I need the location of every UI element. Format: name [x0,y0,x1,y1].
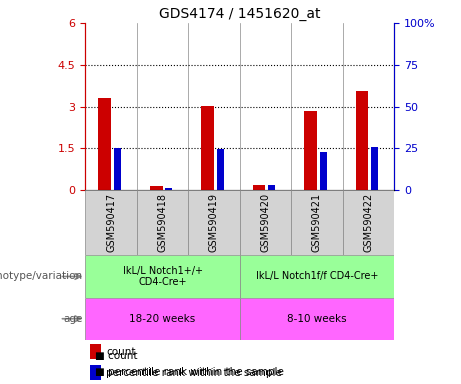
Bar [268,185,275,190]
Text: GSM590417: GSM590417 [106,193,116,252]
Bar [165,187,172,190]
Bar [240,298,394,340]
Bar [90,344,101,359]
Text: ■ percentile rank within the sample: ■ percentile rank within the sample [95,367,284,377]
Text: genotype/variation: genotype/variation [0,271,83,281]
Bar [304,111,317,190]
Text: GSM590418: GSM590418 [158,193,167,252]
Bar [253,185,266,190]
Bar [240,190,291,255]
Bar [217,149,224,190]
Bar [343,190,394,255]
Title: GDS4174 / 1451620_at: GDS4174 / 1451620_at [159,7,320,21]
Text: age: age [64,314,83,324]
Text: 8-10 weeks: 8-10 weeks [287,314,347,324]
Text: percentile rank within the sample: percentile rank within the sample [106,368,282,378]
Bar [240,255,394,298]
Bar [98,98,111,190]
Bar [85,255,240,298]
Bar [201,106,214,190]
Bar [150,186,162,190]
Bar [320,152,327,190]
Bar [85,298,240,340]
Bar [85,190,137,255]
Text: GSM590420: GSM590420 [260,193,271,252]
Text: 18-20 weeks: 18-20 weeks [130,314,195,324]
Text: GSM590421: GSM590421 [312,193,322,252]
Bar [114,148,121,190]
Text: ■ count: ■ count [95,351,137,361]
Bar [137,190,188,255]
Text: IkL/L Notch1+/+
CD4-Cre+: IkL/L Notch1+/+ CD4-Cre+ [123,266,202,287]
Text: GSM590419: GSM590419 [209,193,219,252]
Bar [291,190,343,255]
Bar [355,91,368,190]
Text: IkL/L Notch1f/f CD4-Cre+: IkL/L Notch1f/f CD4-Cre+ [256,271,378,281]
Bar [371,147,378,190]
Text: GSM590422: GSM590422 [363,193,373,252]
Bar [188,190,240,255]
Bar [90,365,101,380]
Text: count: count [106,347,136,357]
